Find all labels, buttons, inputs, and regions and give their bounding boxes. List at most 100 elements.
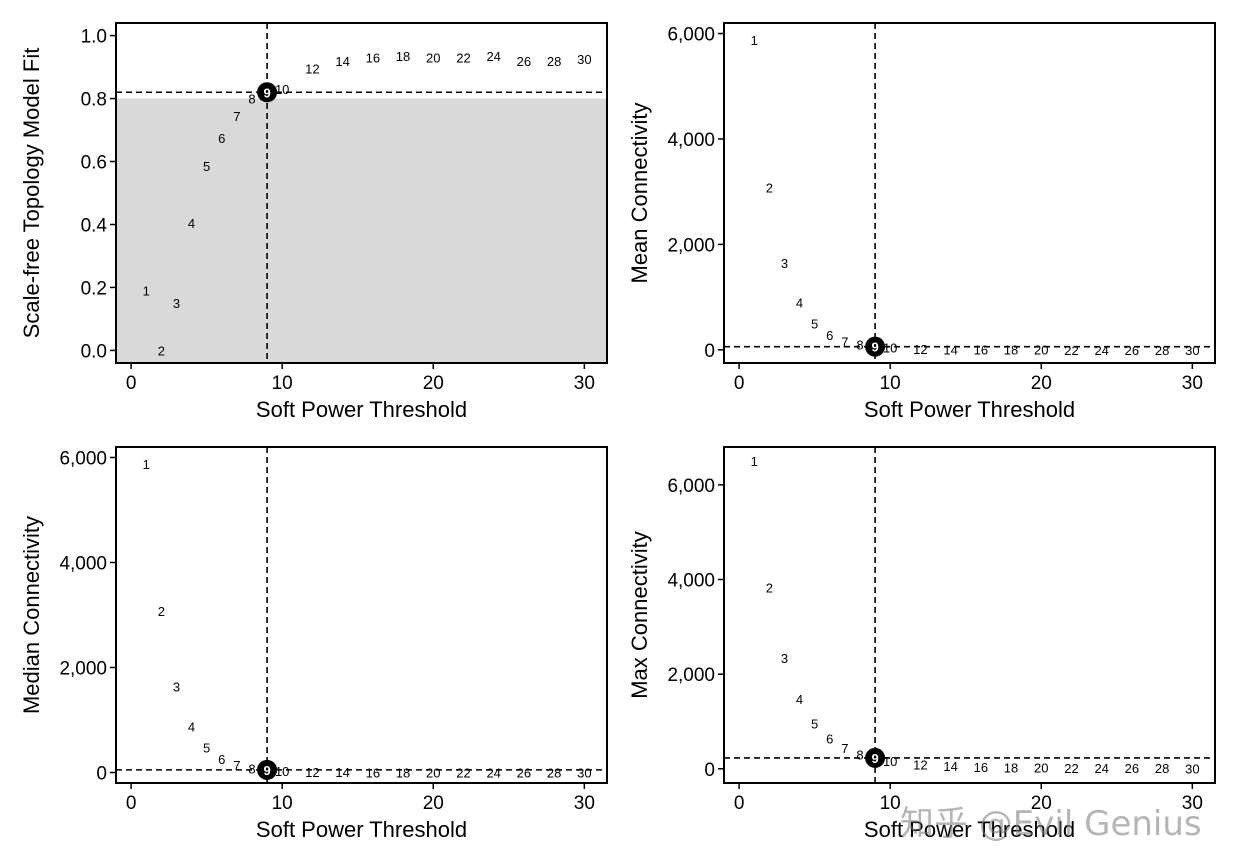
- power-point-label: 24: [1094, 343, 1108, 358]
- power-point-label: 26: [1125, 343, 1139, 358]
- power-point-label: 28: [1155, 761, 1169, 776]
- power-point-label: 5: [203, 159, 210, 174]
- power-point-label: 10: [275, 764, 289, 779]
- power-point-label: 26: [517, 54, 531, 69]
- power-point-label: 30: [1185, 343, 1199, 358]
- power-point-label: 7: [233, 758, 240, 773]
- panel-median-connectivity: 0 10 20 30 0 2,000 4,000 6,000 Soft Power Thresh…: [19, 446, 608, 842]
- power-point-label: 1: [143, 457, 150, 472]
- power-point-label: 3: [781, 651, 788, 666]
- power-point-label: 6: [826, 328, 833, 343]
- x-tick-label: 10: [272, 793, 293, 814]
- selected-power-label: 9: [263, 763, 270, 778]
- y-tick-label: 2,000: [667, 665, 715, 686]
- power-point-label: 2: [158, 604, 165, 619]
- x-tick-label: 30: [574, 793, 595, 814]
- y-tick-label: 4,000: [667, 571, 715, 592]
- y-tick-label: 0: [704, 341, 715, 362]
- y-axis-title: Max Connectivity: [627, 531, 652, 699]
- y-tick-label: 0.2: [81, 278, 107, 299]
- power-point-label: 6: [218, 131, 225, 146]
- y-tick-label: 2,000: [59, 659, 107, 680]
- y-axis-title: Mean Connectivity: [627, 103, 652, 284]
- power-point-label: 14: [943, 342, 957, 357]
- y-tick-label: 0: [704, 760, 715, 781]
- x-tick-label: 30: [1182, 793, 1203, 814]
- x-tick-label: 30: [574, 373, 595, 394]
- power-point-label: 20: [426, 51, 440, 66]
- x-axis-title: Soft Power Threshold: [256, 817, 467, 842]
- selected-power-label: 9: [263, 85, 270, 100]
- power-point-label: 16: [974, 760, 988, 775]
- power-point-label: 3: [173, 679, 180, 694]
- power-point-label: 5: [811, 316, 818, 331]
- power-point-label: 7: [841, 334, 848, 349]
- y-tick-label: 0.6: [81, 153, 107, 174]
- power-point-label: 18: [1004, 760, 1018, 775]
- panel-border: [115, 446, 608, 784]
- watermark-text: 知乎 @Evil Genius: [900, 804, 1202, 844]
- power-point-label: 24: [486, 766, 500, 781]
- power-point-label: 22: [456, 765, 470, 780]
- power-point-label: 8: [248, 92, 255, 107]
- power-point-label: 22: [1064, 761, 1078, 776]
- power-point-label: 2: [766, 581, 773, 596]
- power-point-label: 8: [856, 338, 863, 353]
- power-point-label: 22: [1064, 343, 1078, 358]
- power-point-label: 28: [1155, 343, 1169, 358]
- power-point-label: 5: [811, 716, 818, 731]
- panel-scale-free-topology-model-fit: 0 10 20 30 0.0 0.2 0.4 0.6 0.8 1.0 Soft Power Thre…: [19, 22, 608, 422]
- power-point-label: 16: [366, 51, 380, 66]
- power-point-label: 4: [796, 692, 803, 707]
- selected-power-marker: [257, 82, 278, 103]
- power-point-label: 2: [766, 180, 773, 195]
- y-tick-label: 0: [96, 764, 107, 785]
- selected-power-marker: [257, 759, 278, 780]
- x-tick-label: 30: [1182, 373, 1203, 394]
- power-point-label: 6: [826, 732, 833, 747]
- shaded-region: [116, 98, 607, 364]
- power-point-label: 2: [158, 343, 165, 358]
- power-point-label: 1: [751, 33, 758, 48]
- power-point-label: 30: [1185, 761, 1199, 776]
- x-tick-label: 20: [1031, 373, 1052, 394]
- power-point-label: 18: [396, 765, 410, 780]
- x-tick-label: 20: [1031, 793, 1052, 814]
- power-point-label: 14: [335, 765, 349, 780]
- power-point-label: 30: [577, 766, 591, 781]
- x-axis-title: Soft Power Threshold: [256, 397, 467, 422]
- power-point-label: 12: [913, 342, 927, 357]
- power-point-label: 10: [883, 754, 897, 769]
- power-point-label: 16: [974, 343, 988, 358]
- y-tick-label: 2,000: [667, 235, 715, 256]
- power-point-label: 12: [305, 765, 319, 780]
- power-point-label: 10: [883, 341, 897, 356]
- power-point-label: 4: [796, 295, 803, 310]
- power-point-label: 24: [486, 49, 500, 64]
- power-point-label: 14: [943, 759, 957, 774]
- y-tick-label: 6,000: [59, 449, 107, 470]
- y-tick-label: 0.0: [81, 341, 107, 362]
- selected-power-label: 9: [871, 751, 878, 766]
- power-point-label: 28: [547, 766, 561, 781]
- x-tick-label: 0: [734, 793, 745, 814]
- y-axis-title: Median Connectivity: [19, 516, 44, 714]
- power-point-label: 20: [1034, 761, 1048, 776]
- x-tick-label: 20: [423, 373, 444, 394]
- power-point-label: 7: [233, 109, 240, 124]
- power-point-label: 12: [913, 758, 927, 773]
- power-point-label: 22: [456, 51, 470, 66]
- power-point-label: 8: [856, 748, 863, 763]
- panel-mean-connectivity: 0 10 20 30 0 2,000 4,000 6,000 Soft Power Thresh…: [627, 22, 1216, 422]
- y-tick-label: 0.4: [81, 215, 108, 236]
- power-point-label: 20: [1034, 343, 1048, 358]
- y-tick-label: 4,000: [667, 130, 715, 151]
- x-tick-label: 10: [880, 793, 901, 814]
- x-tick-label: 0: [734, 373, 745, 394]
- y-tick-label: 0.8: [81, 90, 107, 111]
- y-tick-label: 6,000: [667, 476, 715, 497]
- panel-max-connectivity: 0 10 20 30 0 2,000 4,000 6,000 Soft Power Thresh…: [627, 446, 1216, 842]
- power-point-label: 4: [188, 719, 195, 734]
- y-tick-label: 4,000: [59, 554, 107, 575]
- x-tick-label: 0: [126, 793, 137, 814]
